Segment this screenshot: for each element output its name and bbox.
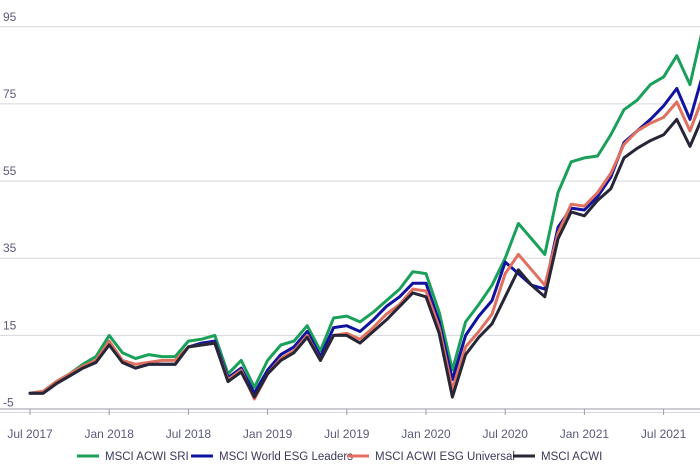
y-axis-ticks: -5 15 35 55 75 95 [3,10,17,410]
legend: MSCI ACWI SRI MSCI World ESG Leaders MSCI … [77,451,602,463]
x-tick-label: Jul 2018 [166,427,212,441]
legend-label: MSCI World ESG Leaders [219,451,353,463]
x-axis-ticks: Jul 2017 Jan 2018 Jul 2018 Jan 2019 Jul 2019… [7,409,687,441]
x-tick-label: Jan 2020 [401,427,451,441]
y-tick-label: 55 [3,164,17,178]
x-tick-label: Jul 2017 [7,427,53,441]
legend-label: MSCI ACWI ESG Universal [375,451,515,463]
y-tick-label: 15 [3,318,17,332]
y-tick-label: 75 [3,87,17,101]
x-tick-label: Jan 2021 [560,427,610,441]
gridlines [0,26,700,413]
series-line [28,100,700,401]
legend-label: MSCI ACWI [541,451,602,463]
series-line [28,34,700,395]
series-lines [28,34,700,401]
legend-label: MSCI ACWI SRI [105,451,189,463]
x-tick-label: Jan 2018 [85,427,135,441]
x-tick-label: Jul 2019 [324,427,370,441]
y-tick-label: 35 [3,241,17,255]
x-tick-label: Jan 2019 [243,427,293,441]
x-tick-label: Jul 2021 [641,427,687,441]
x-tick-label: Jul 2020 [483,427,529,441]
y-tick-label: -5 [3,396,14,410]
series-line [28,78,700,395]
y-tick-label: 95 [3,10,17,24]
series-line [28,117,700,399]
